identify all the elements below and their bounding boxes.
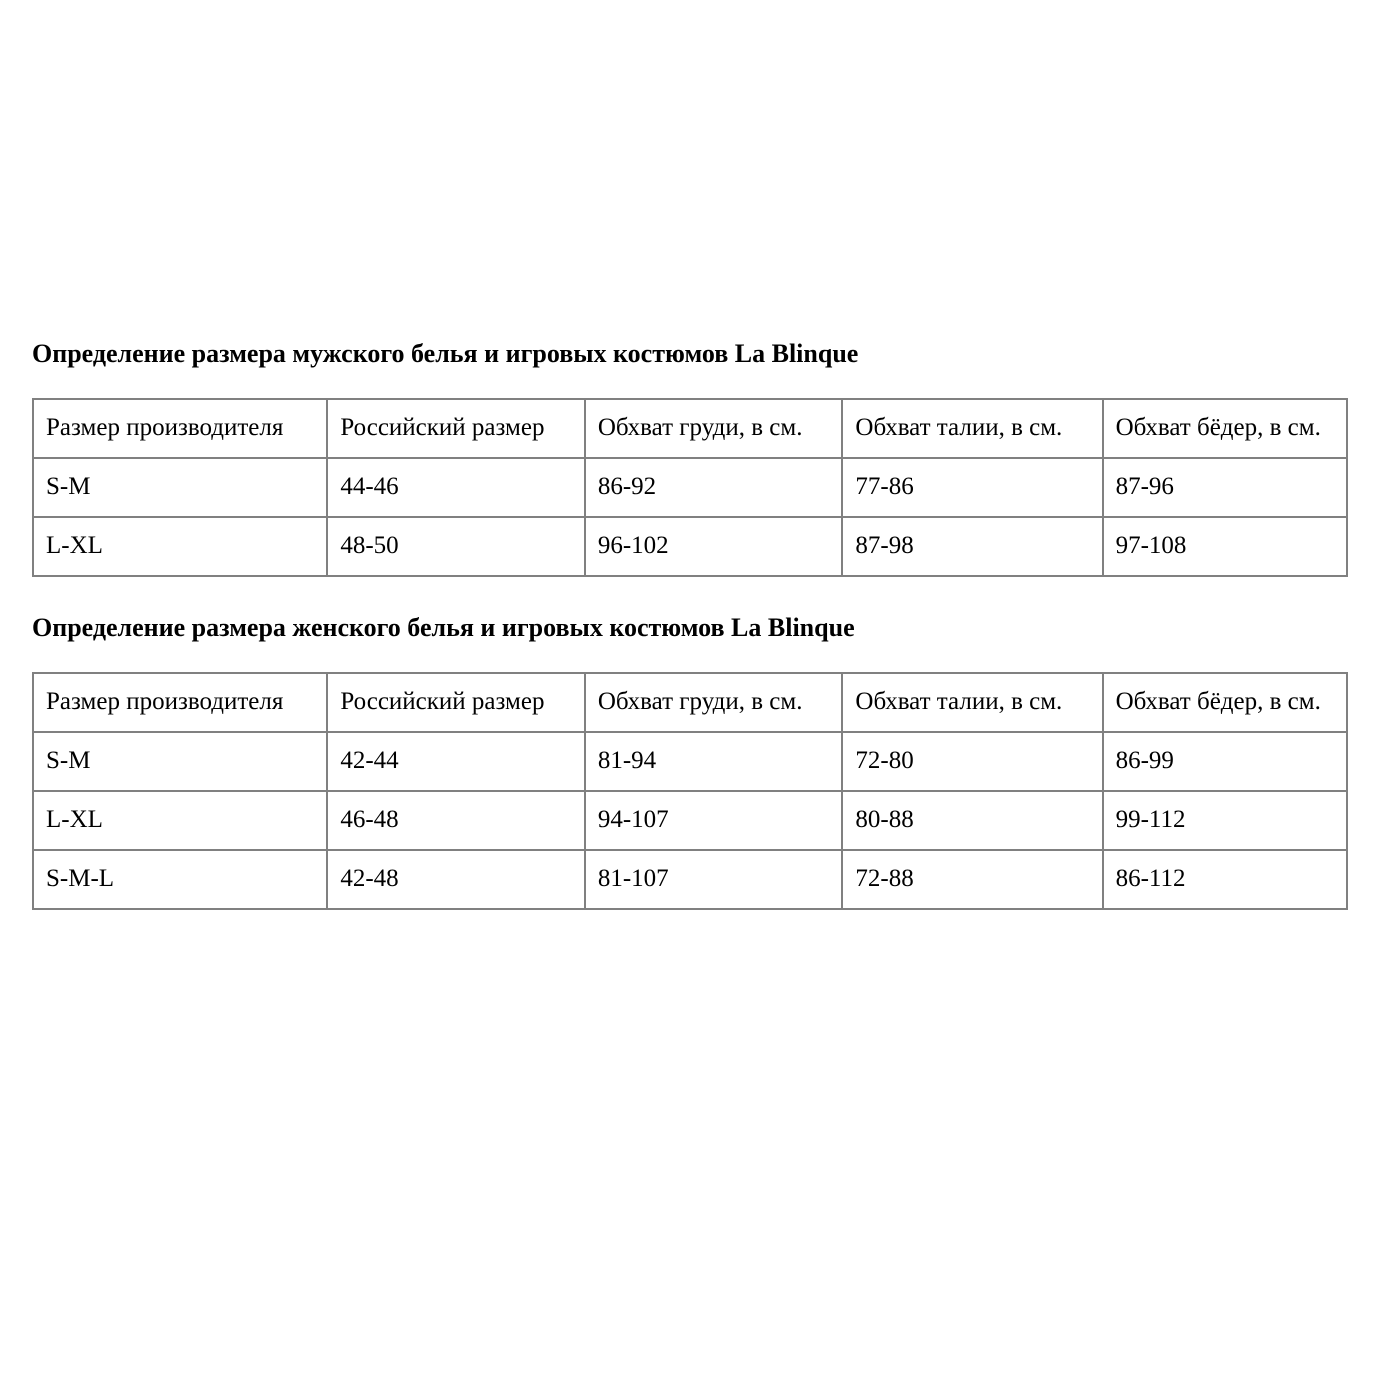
column-header: Обхват бёдер, в см. — [1101, 397, 1349, 459]
table-cell: 72-80 — [841, 730, 1104, 792]
mens-table-title: Определение размера мужского белья и игр… — [32, 339, 859, 368]
table-cell: L-XL — [31, 515, 329, 577]
table-cell: 81-107 — [583, 848, 844, 910]
table-row: S-M 42-44 81-94 72-80 86-99 — [31, 730, 1349, 792]
table-cell: 80-88 — [841, 789, 1104, 851]
column-header: Обхват бёдер, в см. — [1101, 671, 1349, 733]
table-cell: S-M — [31, 456, 329, 518]
table-cell: S-M — [31, 730, 329, 792]
womens-size-table: Размер производителя Российский размер Обх… — [31, 671, 1349, 910]
column-header: Российский размер — [326, 671, 586, 733]
column-header: Обхват груди, в см. — [583, 397, 844, 459]
table-cell: 97-108 — [1101, 515, 1349, 577]
column-header: Обхват талии, в см. — [841, 671, 1104, 733]
table-cell: 81-94 — [583, 730, 844, 792]
mens-size-table: Размер производителя Российский размер Обх… — [31, 397, 1349, 577]
womens-size-block: Определение размера женского белья и игр… — [31, 612, 1349, 910]
table-cell: 42-44 — [326, 730, 586, 792]
table-cell: 96-102 — [583, 515, 844, 577]
column-header: Российский размер — [326, 397, 586, 459]
table-cell: 94-107 — [583, 789, 844, 851]
table-cell: 44-46 — [326, 456, 586, 518]
table-cell: 86-99 — [1101, 730, 1349, 792]
table-cell: 72-88 — [841, 848, 1104, 910]
table-cell: 77-86 — [841, 456, 1104, 518]
table-cell: 86-112 — [1101, 848, 1349, 910]
table-cell: L-XL — [31, 789, 329, 851]
table-cell: 86-92 — [583, 456, 844, 518]
table-cell: 46-48 — [326, 789, 586, 851]
column-header: Обхват талии, в см. — [841, 397, 1104, 459]
header-row: Размер производителя Российский размер Обх… — [31, 671, 1349, 733]
column-header: Размер производителя — [31, 397, 329, 459]
table-row: S-M-L 42-48 81-107 72-88 86-112 — [31, 848, 1349, 910]
table-cell: 99-112 — [1101, 789, 1349, 851]
table-row: S-M 44-46 86-92 77-86 87-96 — [31, 456, 1349, 518]
header-row: Размер производителя Российский размер Обх… — [31, 397, 1349, 459]
table-cell: 87-98 — [841, 515, 1104, 577]
table-row: L-XL 48-50 96-102 87-98 97-108 — [31, 515, 1349, 577]
womens-table-title: Определение размера женского белья и игр… — [32, 612, 855, 642]
table-cell: S-M-L — [31, 848, 329, 910]
table-cell: 87-96 — [1101, 456, 1349, 518]
size-chart-document: Определение размера мужского белья и игр… — [31, 339, 1349, 910]
mens-size-block: Определение размера мужского белья и игр… — [31, 339, 1349, 577]
column-header: Размер производителя — [31, 671, 329, 733]
table-row: L-XL 46-48 94-107 80-88 99-112 — [31, 789, 1349, 851]
column-header: Обхват груди, в см. — [583, 671, 844, 733]
table-cell: 42-48 — [326, 848, 586, 910]
table-cell: 48-50 — [326, 515, 586, 577]
